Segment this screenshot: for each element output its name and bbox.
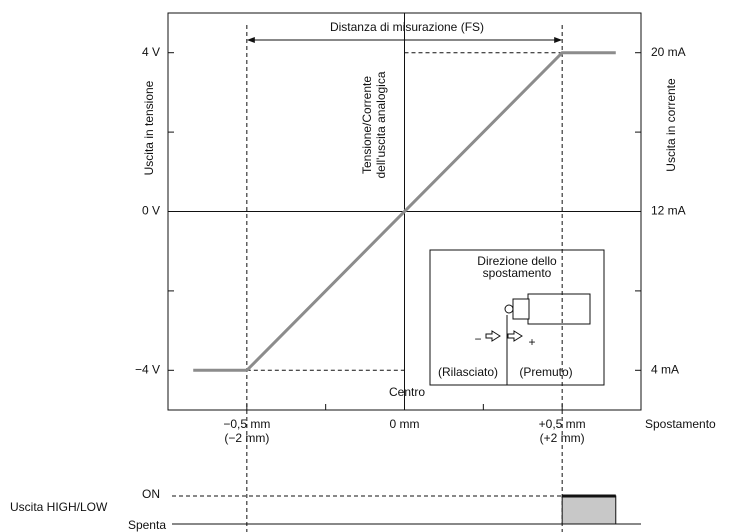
- inset-title: spostamento: [483, 266, 552, 280]
- y2-tick-label: 20 mA: [651, 45, 686, 59]
- y-tick-label: 4 V: [142, 45, 160, 59]
- x-axis-title: Spostamento: [645, 417, 716, 431]
- inset-right: (Premuto): [519, 365, 572, 379]
- probe-body: [527, 293, 591, 325]
- probe-tip: [504, 304, 514, 314]
- range-label: Distanza di misurazione (FS): [330, 20, 484, 34]
- switch-on-label: ON: [142, 487, 160, 501]
- y2-axis-title: Uscita in corrente: [664, 78, 678, 172]
- inset-title: Direzione dello: [477, 254, 557, 268]
- switch-off-label: Spenta: [128, 518, 166, 532]
- y-tick-label: 0 V: [142, 204, 160, 218]
- center-label: Centro: [389, 385, 425, 399]
- output-label: Tensione/Corrente: [360, 76, 374, 174]
- x-tick-label: 0 mm: [390, 417, 420, 431]
- output-label: dell'uscita analogica: [374, 71, 388, 178]
- switch-label: Uscita HIGH/LOW: [10, 500, 108, 514]
- output-line: [193, 51, 616, 372]
- y2-tick-label: 4 mA: [651, 362, 679, 376]
- arrow-right: [507, 330, 523, 342]
- y-tick-label: −4 V: [135, 362, 160, 376]
- inset-minus: −: [474, 332, 481, 346]
- on-region: [561, 495, 617, 525]
- probe-neck: [512, 298, 530, 320]
- inset-plus: +: [528, 335, 535, 349]
- inset-left: (Rilasciato): [438, 365, 498, 379]
- arrow-left: [485, 330, 501, 342]
- y-axis-title: Uscita in tensione: [142, 80, 156, 175]
- y2-tick-label: 12 mA: [651, 204, 686, 218]
